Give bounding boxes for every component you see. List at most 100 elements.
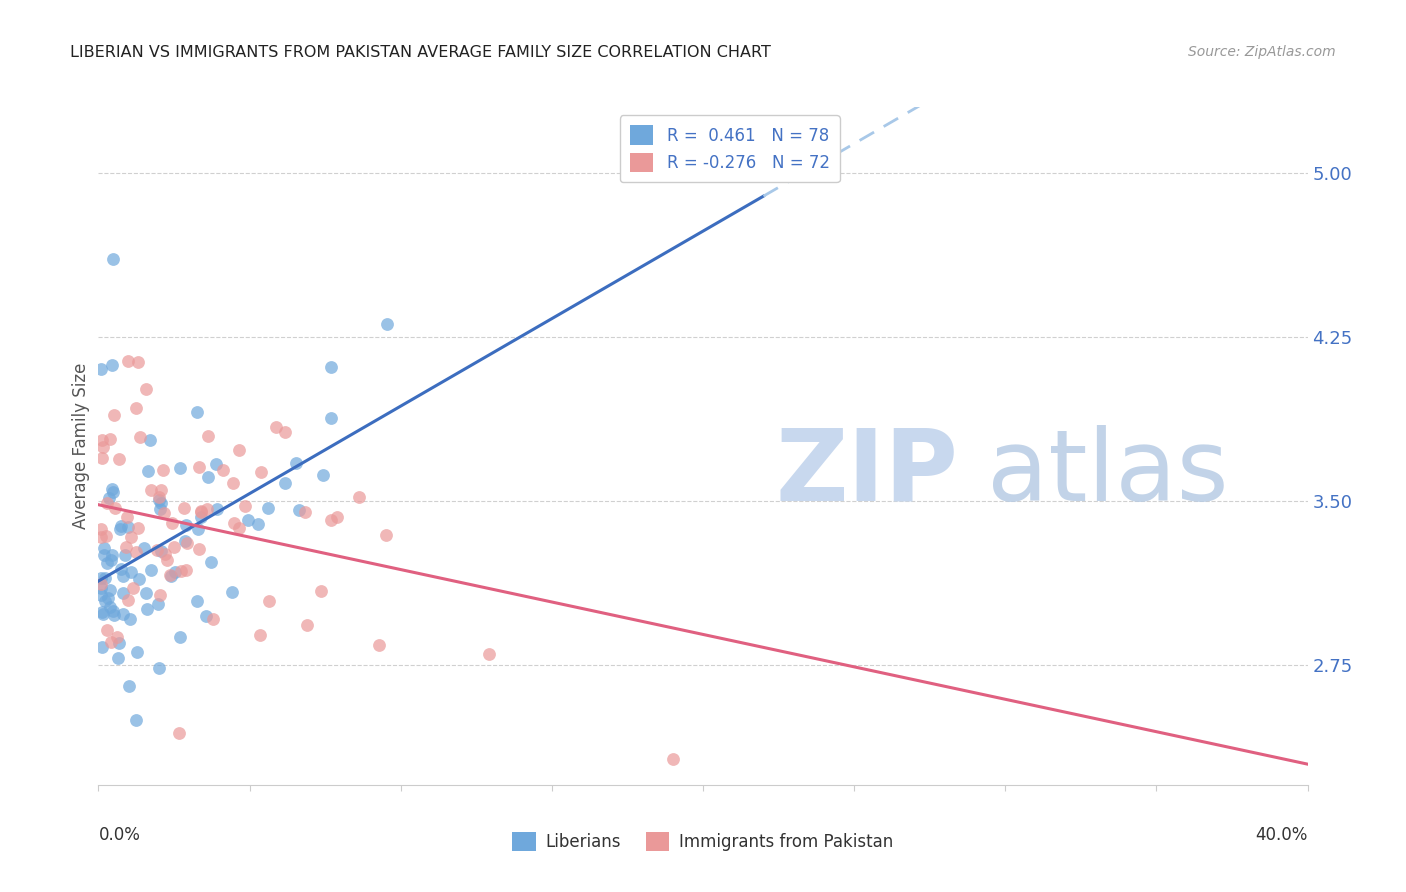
Point [100,553,122,567]
Point [91,640,114,655]
Point [204,457,226,471]
Point [321,512,343,526]
Point [159,568,181,582]
Point [228,443,250,458]
Point [190,504,212,518]
Point [156,553,179,567]
Point [93,548,115,562]
Point [274,425,297,440]
Point [90,530,112,544]
Point [149,495,172,509]
Point [167,726,190,740]
Point [238,513,260,527]
Point [136,464,159,478]
Point [101,604,124,618]
Point [165,565,187,579]
Point [190,505,212,519]
Point [478,647,501,661]
Point [195,609,218,624]
Point [169,460,191,475]
Point [148,661,170,675]
Point [100,359,122,373]
Point [187,522,209,536]
Point [98,432,121,446]
Point [367,638,389,652]
Point [205,501,228,516]
Point [149,588,172,602]
Point [93,541,115,556]
Point [91,441,114,455]
Point [90,587,112,601]
Point [247,517,270,532]
Point [170,564,193,578]
Text: 40.0%: 40.0% [1256,826,1308,844]
Point [103,484,125,499]
Point [111,607,134,622]
Point [264,420,287,434]
Point [139,433,162,447]
Point [96,623,118,637]
Point [107,651,129,665]
Point [221,585,243,599]
Point [103,607,125,622]
Point [90,522,112,536]
Point [249,628,271,642]
Point [321,411,343,425]
Point [90,450,112,465]
Point [110,562,132,576]
Point [132,541,155,556]
Point [169,630,191,644]
Point [152,463,174,477]
Point [90,581,112,595]
Point [257,500,280,515]
Point [211,463,233,477]
Point [149,483,172,497]
Point [150,543,173,558]
Point [98,583,121,598]
Point [98,600,121,615]
Point [136,602,159,616]
Point [146,597,169,611]
Point [173,501,195,516]
Point [118,612,141,626]
Point [176,535,198,549]
Point [125,713,148,727]
Point [110,522,132,536]
Point [186,405,208,419]
Point [117,593,139,607]
Point [146,543,169,558]
Point [104,501,127,516]
Text: 0.0%: 0.0% [98,826,141,844]
Point [111,568,134,582]
Point [115,510,138,524]
Point [90,577,112,591]
Point [96,495,118,509]
Point [311,468,333,483]
Point [117,520,139,534]
Text: LIBERIAN VS IMMIGRANTS FROM PAKISTAN AVERAGE FAMILY SIZE CORRELATION CHART: LIBERIAN VS IMMIGRANTS FROM PAKISTAN AVE… [70,45,770,60]
Point [159,568,181,582]
Point [294,505,316,519]
Point [127,521,149,535]
Point [139,563,162,577]
Point [101,252,124,267]
Point [249,465,271,479]
Point [257,594,280,608]
Point [120,565,142,579]
Point [128,429,150,443]
Point [125,545,148,559]
Point [287,503,309,517]
Point [91,607,114,621]
Point [96,557,118,571]
Point [90,606,112,620]
Point [125,645,148,659]
Point [127,355,149,369]
Point [117,353,139,368]
Point [120,529,142,543]
Point [135,382,157,396]
Point [195,501,218,516]
Point [160,516,183,531]
Point [108,452,131,467]
Point [174,533,197,548]
Point [97,591,120,605]
